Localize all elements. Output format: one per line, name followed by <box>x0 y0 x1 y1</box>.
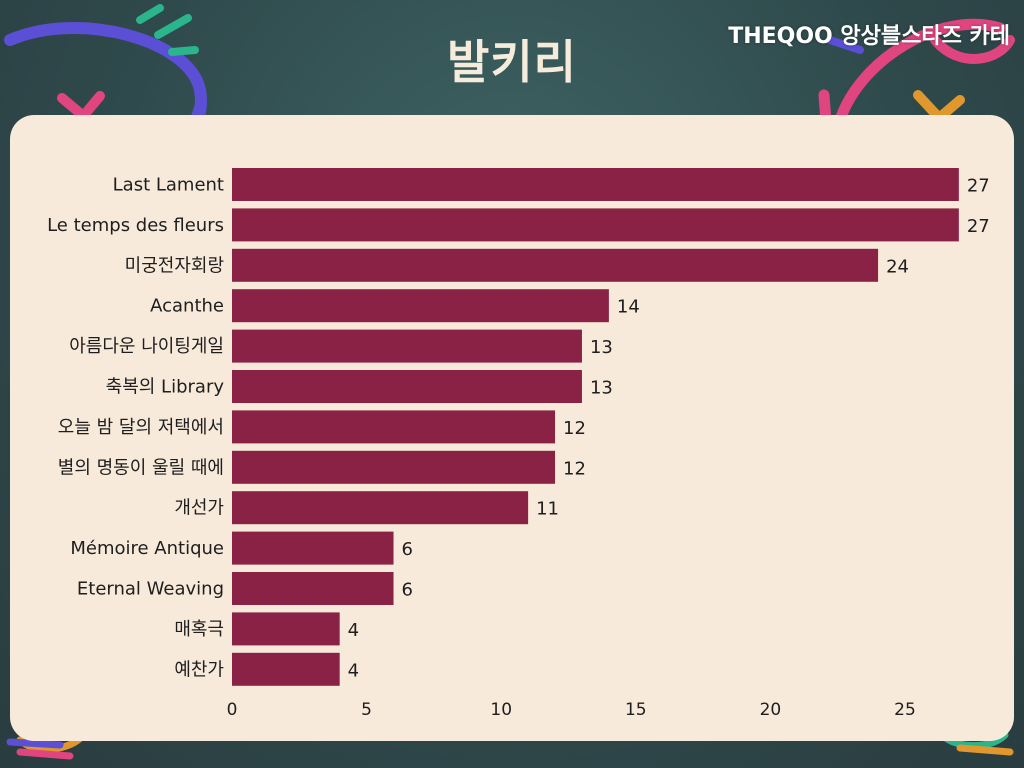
data-label: 13 <box>590 378 613 399</box>
bar-6 <box>232 410 556 444</box>
category-label: 별의 명동이 울릴 때에 <box>58 457 224 478</box>
category-label: 오늘 밤 달의 저택에서 <box>58 417 224 438</box>
data-label: 4 <box>348 660 359 681</box>
category-label: Last Lament <box>113 175 224 196</box>
category-label: 예찬가 <box>174 659 224 680</box>
bar-11 <box>232 612 340 646</box>
category-label: Eternal Weaving <box>77 579 224 600</box>
category-label: 축복의 Library <box>106 377 225 398</box>
category-label: 미궁전자회랑 <box>125 255 224 276</box>
x-tick-label: 20 <box>760 700 782 720</box>
chart-panel: Last Lament 27 Le temps des fleurs 27 미궁전자회랑… <box>10 115 1014 741</box>
category-label: 매혹극 <box>174 619 224 640</box>
bar-3 <box>232 289 609 323</box>
chart-title: 발키리 <box>447 35 577 89</box>
data-label: 11 <box>536 499 559 520</box>
data-label: 12 <box>563 458 586 479</box>
bar-10 <box>232 572 394 605</box>
watermark: THEQOO 앙상블스타즈 카테 <box>728 24 1010 49</box>
category-label: Le temps des fleurs <box>47 215 224 236</box>
data-label: 6 <box>402 539 413 560</box>
data-label: 13 <box>590 337 613 358</box>
bar-4 <box>232 329 582 363</box>
x-tick-label: 0 <box>227 700 238 720</box>
category-label: 개선가 <box>174 498 224 519</box>
bar-8 <box>232 491 529 525</box>
bar-9 <box>232 531 394 565</box>
x-tick-label: 5 <box>361 700 372 720</box>
data-label: 24 <box>886 256 909 277</box>
data-label: 27 <box>967 176 990 197</box>
data-label: 14 <box>617 297 640 318</box>
bar-12 <box>232 652 340 686</box>
bar-2 <box>232 248 879 282</box>
x-tick-label: 25 <box>894 700 916 720</box>
bar-0 <box>232 168 959 201</box>
bar-5 <box>232 370 582 403</box>
data-label: 12 <box>563 418 586 439</box>
category-label: 아름다운 나이팅게일 <box>69 336 224 357</box>
bar-1 <box>232 208 959 242</box>
bar-chart: Last Lament 27 Le temps des fleurs 27 미궁전자회랑… <box>47 168 990 720</box>
data-label: 4 <box>348 620 359 641</box>
data-label: 6 <box>402 580 413 601</box>
category-label: Mémoire Antique <box>70 538 224 559</box>
data-label: 27 <box>967 216 990 237</box>
x-tick-label: 10 <box>490 700 512 720</box>
bar-7 <box>232 450 556 484</box>
category-label: Acanthe <box>150 296 224 317</box>
x-tick-label: 15 <box>625 700 647 720</box>
